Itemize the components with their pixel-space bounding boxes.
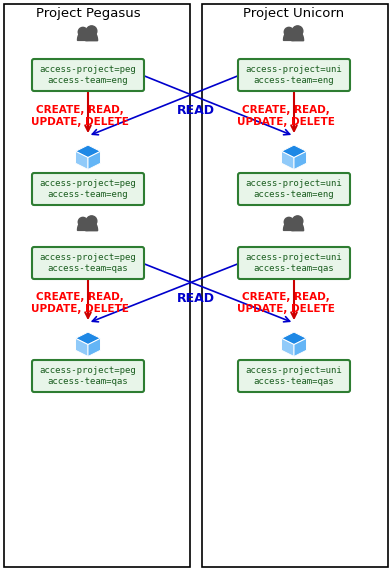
Text: CREATE, READ,
UPDATE, DELETE: CREATE, READ, UPDATE, DELETE [237, 105, 335, 127]
Circle shape [86, 216, 97, 226]
Polygon shape [283, 222, 294, 231]
FancyBboxPatch shape [32, 173, 144, 205]
Circle shape [78, 27, 87, 37]
Text: CREATE, READ,
UPDATE, DELETE: CREATE, READ, UPDATE, DELETE [31, 292, 129, 314]
Polygon shape [88, 151, 100, 170]
Polygon shape [294, 339, 307, 356]
Polygon shape [76, 339, 88, 356]
Polygon shape [281, 339, 294, 356]
Polygon shape [78, 31, 88, 41]
Polygon shape [283, 31, 294, 41]
Polygon shape [76, 332, 100, 344]
Polygon shape [281, 145, 307, 158]
Polygon shape [292, 31, 303, 41]
Polygon shape [76, 151, 88, 170]
Circle shape [292, 216, 303, 226]
Polygon shape [88, 339, 100, 356]
Polygon shape [281, 332, 307, 344]
Polygon shape [78, 222, 88, 231]
Circle shape [284, 27, 294, 37]
Text: access-project=peg
access-team=qas: access-project=peg access-team=qas [40, 254, 136, 273]
FancyBboxPatch shape [238, 247, 350, 279]
Polygon shape [281, 151, 294, 170]
FancyBboxPatch shape [4, 4, 190, 567]
Text: access-project=peg
access-team=qas: access-project=peg access-team=qas [40, 367, 136, 385]
Circle shape [292, 26, 303, 37]
FancyBboxPatch shape [32, 59, 144, 91]
Text: READ: READ [177, 292, 215, 304]
Polygon shape [85, 221, 98, 231]
Text: access-project=uni
access-team=qas: access-project=uni access-team=qas [246, 367, 342, 385]
Text: CREATE, READ,
UPDATE, DELETE: CREATE, READ, UPDATE, DELETE [31, 105, 129, 127]
Circle shape [86, 26, 97, 37]
Text: access-project=uni
access-team=eng: access-project=uni access-team=eng [246, 65, 342, 85]
Text: Project Unicorn: Project Unicorn [243, 6, 345, 19]
FancyBboxPatch shape [238, 360, 350, 392]
Text: access-project=uni
access-team=eng: access-project=uni access-team=eng [246, 179, 342, 199]
FancyBboxPatch shape [202, 4, 388, 567]
FancyBboxPatch shape [32, 360, 144, 392]
Polygon shape [85, 31, 98, 41]
Text: access-project=peg
access-team=eng: access-project=peg access-team=eng [40, 179, 136, 199]
FancyBboxPatch shape [238, 173, 350, 205]
FancyBboxPatch shape [32, 247, 144, 279]
Polygon shape [294, 151, 307, 170]
Text: access-project=peg
access-team=eng: access-project=peg access-team=eng [40, 65, 136, 85]
Text: CREATE, READ,
UPDATE, DELETE: CREATE, READ, UPDATE, DELETE [237, 292, 335, 314]
Text: access-project=uni
access-team=qas: access-project=uni access-team=qas [246, 254, 342, 273]
Polygon shape [76, 145, 100, 158]
Polygon shape [292, 221, 303, 231]
Circle shape [284, 218, 294, 227]
Circle shape [78, 218, 87, 227]
Text: Project Pegasus: Project Pegasus [36, 6, 140, 19]
FancyBboxPatch shape [238, 59, 350, 91]
Text: READ: READ [177, 104, 215, 117]
